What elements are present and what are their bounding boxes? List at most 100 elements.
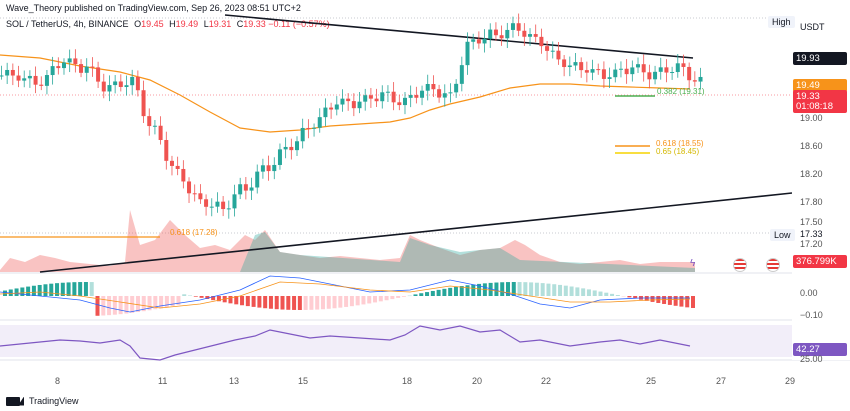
candle-body (510, 23, 515, 30)
macd-bar (3, 290, 7, 296)
close-value: 19.33 (243, 19, 266, 29)
candle-body (675, 63, 680, 73)
candle-body (204, 199, 209, 207)
candle-body (692, 80, 697, 82)
candle-body (73, 58, 78, 65)
macd-bar (124, 296, 129, 314)
macd-bar (604, 292, 609, 296)
lightning-icon[interactable]: ϟ (690, 258, 696, 269)
candle-body (459, 65, 464, 84)
tradingview-footer[interactable]: TradingView (6, 396, 79, 406)
macd-bar (500, 282, 505, 296)
macd-bar (303, 296, 308, 310)
macd-bar (118, 296, 123, 315)
candle-body (618, 68, 623, 70)
macd-histogram (3, 282, 695, 316)
candle-body (539, 36, 544, 47)
us-flag-icon[interactable] (733, 258, 747, 272)
candle-body (420, 90, 425, 98)
candle-body (522, 30, 527, 37)
candle-body (181, 168, 186, 182)
macd-bar (205, 296, 210, 299)
macd-bar (112, 296, 117, 315)
macd-bar (610, 293, 615, 296)
candle-body (329, 107, 334, 110)
candle-body (584, 70, 589, 73)
candle-body (505, 29, 510, 39)
fib-0382-label: 0.382 (19.31) (657, 87, 705, 96)
candle-body (397, 102, 402, 106)
candle-body (260, 165, 265, 172)
macd-bar (598, 291, 603, 296)
price-chart[interactable] (0, 0, 850, 380)
tradingview-logo-icon (6, 396, 20, 406)
candle-body (647, 72, 652, 80)
macd-line (0, 275, 690, 313)
macd-bar (263, 296, 268, 309)
ohlc-legend: SOL / TetherUS, 4h, BINANCE O19.45 H19.4… (6, 19, 330, 29)
macd-bar (430, 290, 435, 296)
price-tick: 18.20 (800, 169, 823, 179)
macd-bar (425, 292, 430, 296)
x-tick: 25 (646, 376, 657, 386)
candle-body (374, 98, 379, 102)
macd-bar (292, 296, 297, 310)
candle-body (10, 69, 15, 76)
candle-body (84, 66, 89, 73)
macd-bar (245, 296, 250, 307)
candle-body (152, 125, 157, 127)
macd-bar (477, 283, 482, 296)
candle-body (567, 65, 572, 68)
candle-body (96, 67, 101, 82)
candle-body (408, 95, 413, 98)
macd-bar (529, 282, 534, 296)
macd-bar (667, 296, 672, 305)
candle-body (340, 98, 345, 105)
candle-body (312, 127, 317, 129)
macd-bar (436, 289, 441, 296)
candle-body (499, 35, 504, 39)
macd-bar (83, 282, 88, 296)
brand-label: TradingView (29, 396, 79, 406)
rsi-badge: 42.27 (793, 343, 847, 356)
macd-bar (361, 296, 366, 305)
candle-body (198, 193, 203, 200)
candle-body (317, 117, 322, 128)
candle-body (431, 84, 436, 90)
macd-bar (164, 296, 169, 308)
low-tag: Low (770, 229, 795, 241)
macd-bar (315, 296, 320, 310)
macd-bar (581, 288, 586, 296)
candle-body (187, 181, 192, 194)
low-value: 19.31 (208, 19, 232, 29)
macd-bar (349, 296, 354, 307)
high-value: 19.49 (175, 19, 199, 29)
candle-body (50, 66, 55, 76)
candle-body (61, 62, 66, 69)
volume-area (0, 210, 695, 272)
candle-body (579, 62, 584, 71)
candle-body (118, 81, 123, 87)
candle-body (300, 127, 305, 142)
us-flag-icon[interactable] (766, 258, 780, 272)
candle-body (147, 116, 152, 127)
macd-bar (627, 296, 632, 298)
candle-body (22, 78, 27, 81)
macd-bar (240, 296, 245, 306)
candle-countdown-badge: 01:08:18 (793, 100, 847, 113)
symbol-label[interactable]: SOL / TetherUS, 4h, BINANCE (6, 19, 129, 29)
candle-body (0, 75, 4, 77)
candle-body (164, 140, 169, 161)
macd-bar (234, 296, 239, 305)
candle-body (528, 34, 533, 37)
macd-bar (575, 287, 580, 296)
candle-body (272, 164, 277, 172)
macd-bar (101, 296, 106, 316)
x-tick: 13 (229, 376, 240, 386)
macd-bar (89, 282, 94, 296)
trendline-price-badge: 19.93 (793, 52, 847, 65)
candle-body (636, 64, 641, 68)
rsi-tick: 25.00 (800, 354, 823, 364)
candle-body (249, 187, 254, 191)
candle-body (641, 64, 646, 73)
